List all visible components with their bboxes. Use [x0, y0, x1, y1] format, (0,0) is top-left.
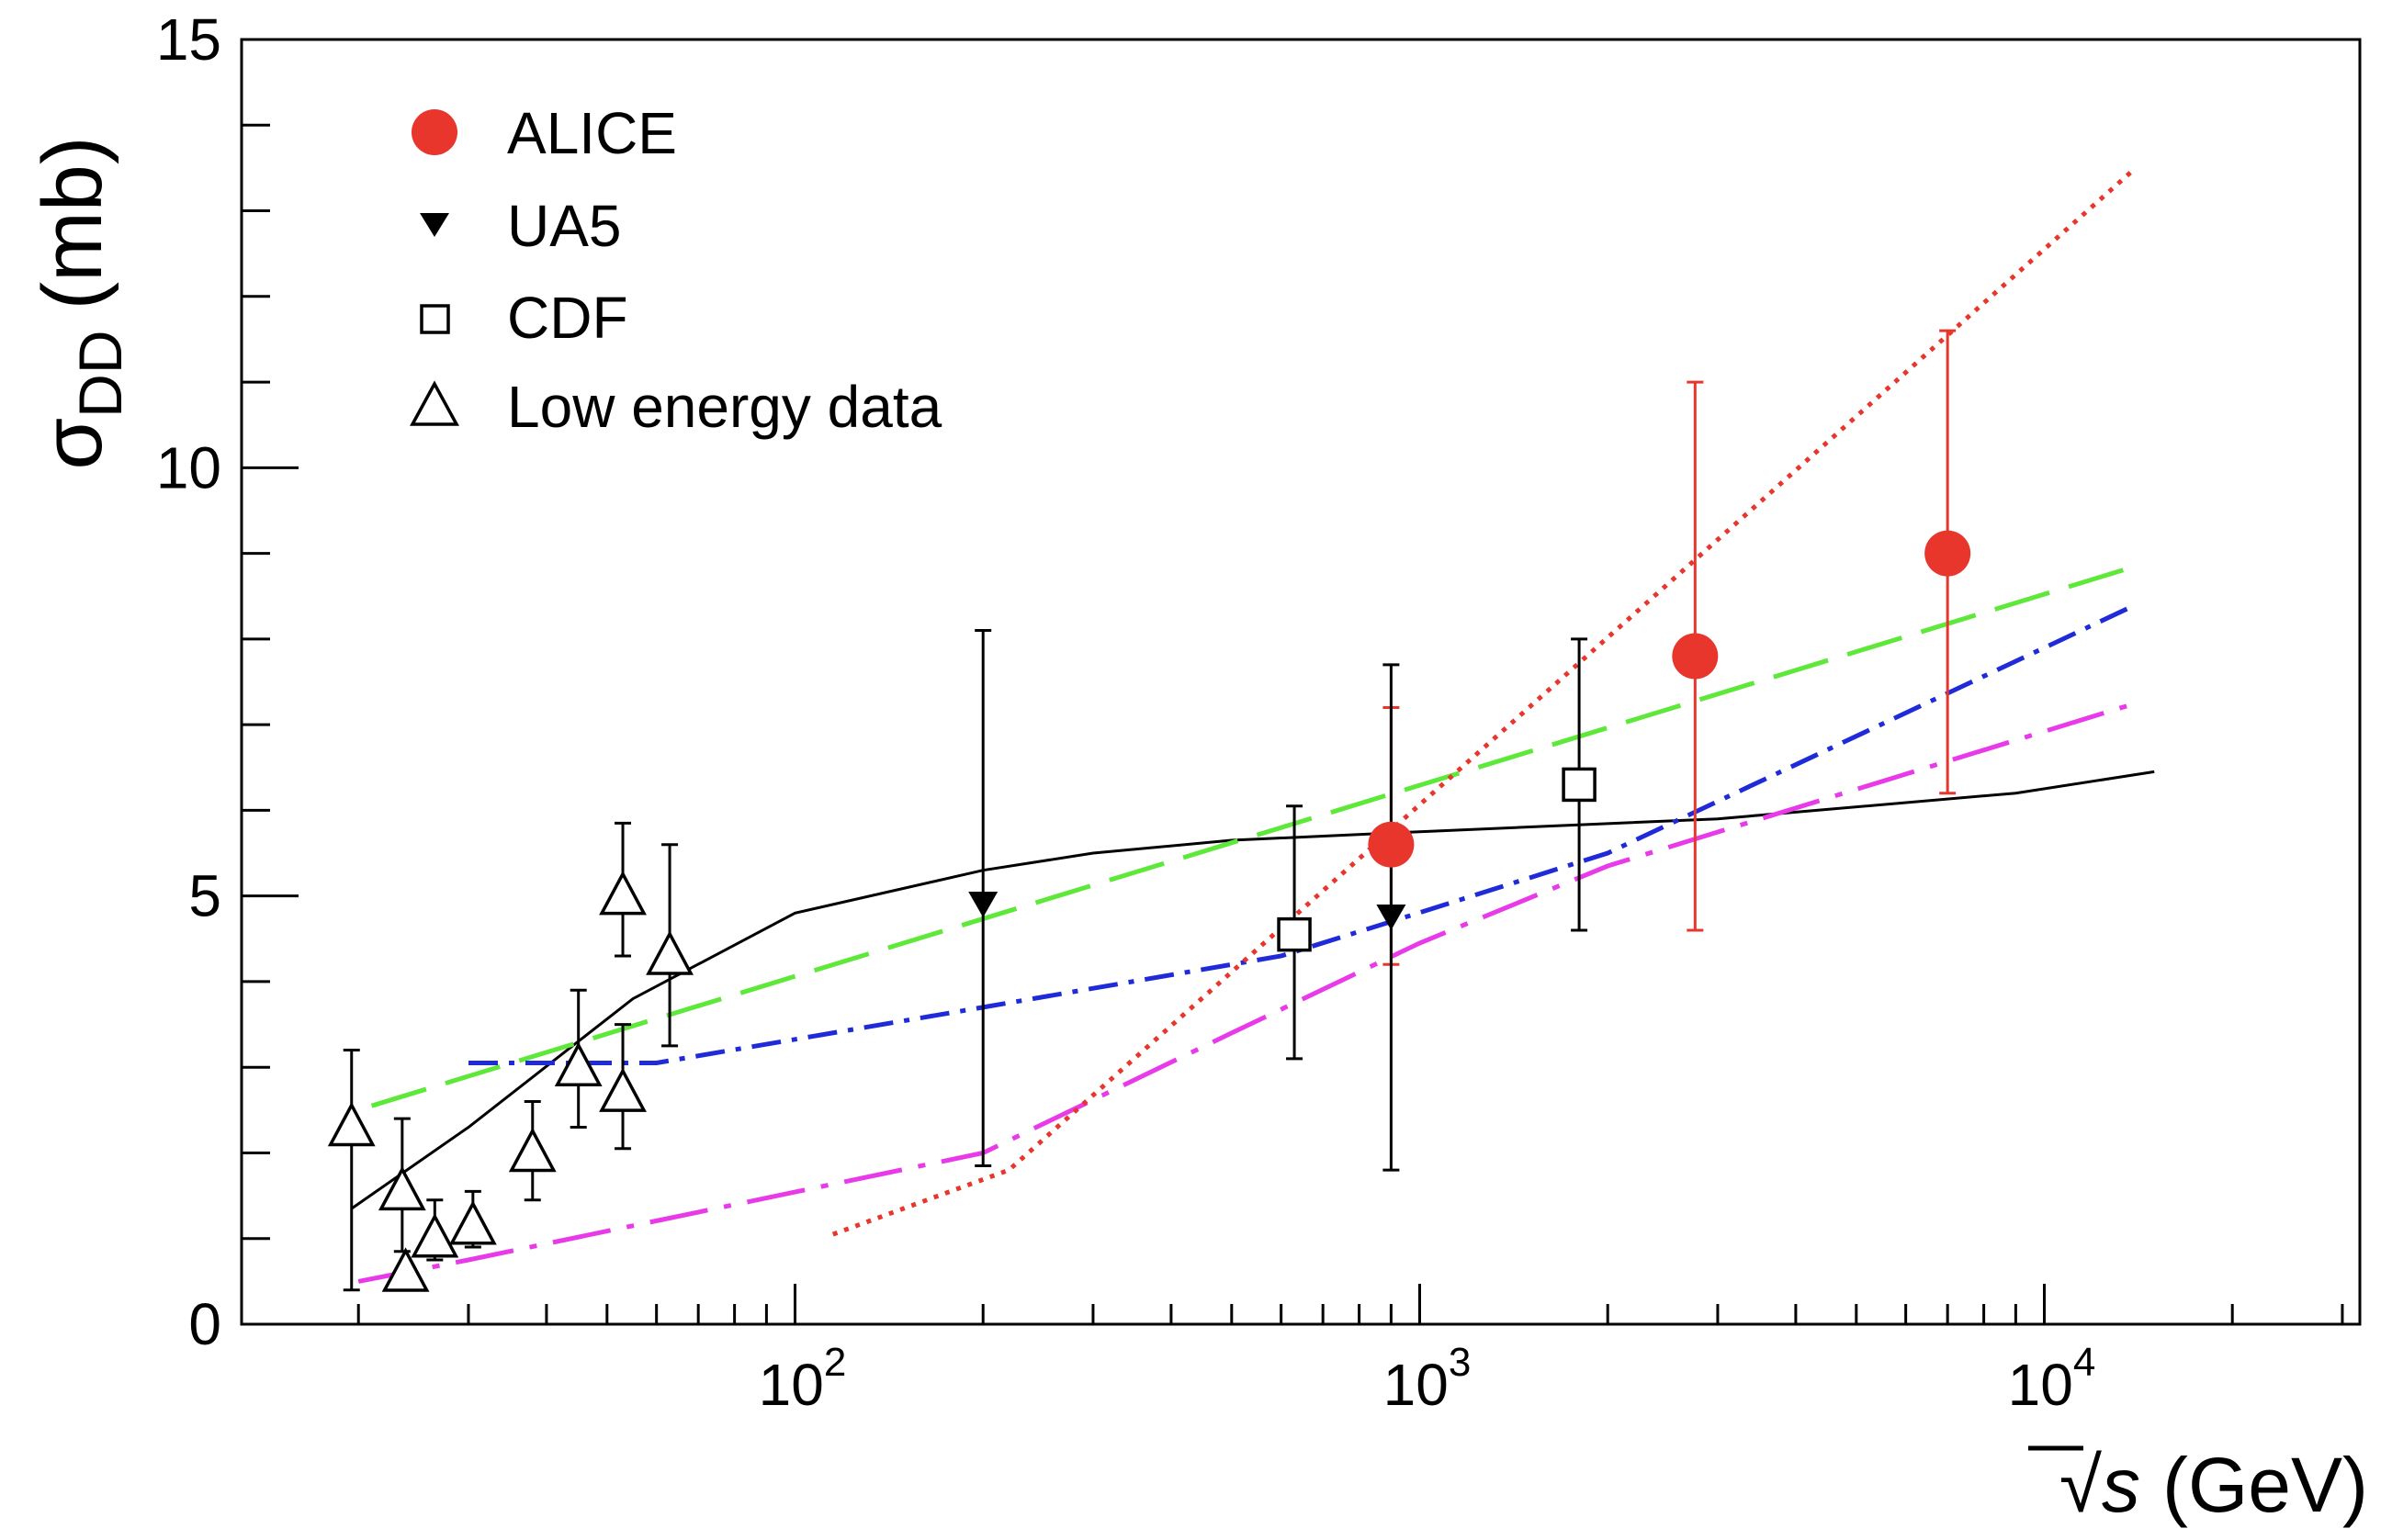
alice-point	[1672, 633, 1719, 680]
y-axis-label-subscript: DD	[66, 330, 134, 417]
low-energy-data-point	[411, 1213, 459, 1258]
low-energy-data-point	[554, 1041, 603, 1086]
low-energy-data-point	[599, 1067, 647, 1112]
x-axis-label-s: s	[2102, 1442, 2140, 1528]
x-tick-label-exponent: 2	[824, 1340, 846, 1385]
legend-ua5-marker	[420, 213, 449, 237]
alice-point	[1924, 530, 1971, 577]
ua5-point	[1376, 904, 1406, 930]
y-tick-label: 5	[188, 863, 221, 929]
low-energy-data-point	[448, 1200, 497, 1245]
x-minor-ticks: 102 103 104	[356, 1284, 2344, 1418]
model-magenta-dashdot	[357, 701, 2137, 1284]
alice-point	[1368, 821, 1415, 868]
model-red-dotted	[831, 166, 2138, 1237]
ua5-point	[968, 891, 999, 917]
low-energy-data-point	[378, 1165, 426, 1211]
x-tick-label-exponent: 3	[1449, 1340, 1471, 1385]
legend-low-energy-marker	[410, 380, 459, 426]
legend: ALICE UA5 CDF Low energy data	[410, 100, 942, 440]
low-energy-data-point	[381, 1247, 430, 1292]
y-axis-label-unit: (mb)	[26, 136, 119, 309]
low-energy-data-point	[327, 1101, 376, 1147]
y-axis-label-sigma: σ	[26, 418, 119, 470]
model-blue-dashdot	[468, 602, 2137, 1065]
legend-ua5-label: UA5	[507, 193, 622, 259]
x-axis-label-unit: (GeV)	[2162, 1442, 2368, 1528]
legend-alice-label: ALICE	[507, 100, 677, 166]
cdf-point	[1562, 767, 1597, 803]
legend-cdf-label: CDF	[507, 285, 628, 351]
y-tick-label: 15	[156, 6, 221, 73]
x-tick-label: 103	[1383, 1340, 1472, 1418]
x-tick-label-base: 10	[1383, 1352, 1449, 1418]
plot-frame	[240, 38, 2362, 1326]
x-tick-label-base: 10	[2008, 1352, 2073, 1418]
legend-alice-marker	[412, 109, 457, 155]
low-energy-data-point	[599, 870, 647, 916]
x-tick-label: 104	[2008, 1340, 2096, 1418]
x-tick-label: 102	[759, 1340, 847, 1418]
x-tick-label-exponent: 4	[2073, 1340, 2095, 1385]
legend-cdf-marker	[420, 304, 450, 334]
x-axis-label-sqrt: √	[2059, 1442, 2103, 1528]
low-energy-data-point	[508, 1127, 557, 1173]
error-bars	[343, 329, 1957, 1292]
legend-low-energy-label: Low energy data	[507, 374, 942, 440]
x-tick-label-base: 10	[759, 1352, 824, 1418]
low-energy-data-point	[646, 930, 694, 975]
data-markers	[327, 530, 1971, 1292]
y-axis-label: σDD (mb)	[26, 136, 134, 469]
cdf-point	[1277, 916, 1312, 952]
y-ticks: 0 5 10 15	[156, 6, 299, 1357]
y-tick-label: 0	[188, 1291, 221, 1357]
y-tick-label: 10	[156, 434, 221, 500]
x-axis-label: √s (GeV)	[2059, 1442, 2368, 1528]
